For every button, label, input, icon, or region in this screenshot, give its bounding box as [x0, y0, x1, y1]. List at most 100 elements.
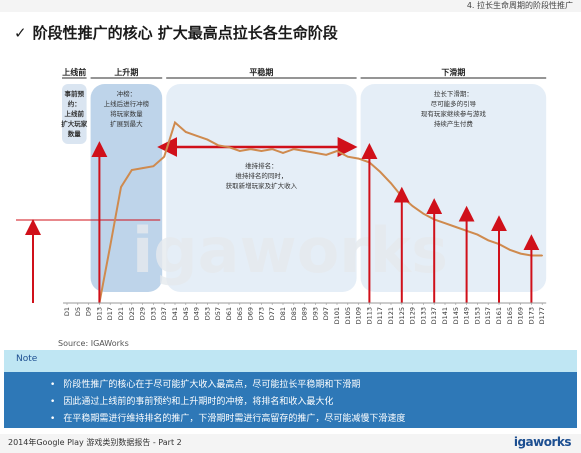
series-point	[519, 252, 522, 255]
check-icon: ✓	[14, 24, 27, 42]
note-bullet-text: 因此通过上线前的事前预约和上升期时的冲榜，将排名和收入最大化	[63, 397, 334, 407]
phase-name: 平稳期	[249, 67, 273, 77]
phase-text: 将玩家数量	[110, 109, 143, 118]
series-point	[303, 150, 306, 152]
x-tick-label: D169	[517, 307, 525, 324]
x-tick-label: D133	[419, 307, 427, 324]
series-point	[487, 239, 490, 242]
series-point	[455, 226, 457, 228]
series-point	[379, 171, 382, 173]
note-header: Note	[4, 350, 577, 372]
x-tick-label: D125	[398, 307, 406, 324]
phase-text: 上线后进行冲榜	[104, 99, 150, 108]
x-tick-label: D177	[538, 307, 546, 324]
bullet-icon: •	[50, 414, 56, 424]
series-point	[109, 245, 111, 247]
series-point	[120, 186, 122, 188]
lifecycle-chart: 上线前事前预约：上线前扩大玩家数量上升期冲榜：上线后进行冲榜将玩家数量扩展到最大…	[16, 67, 547, 324]
note-bullet-2: • 因此通过上线前的事前预约和上升期时的冲榜，将排名和收入最大化	[50, 394, 333, 407]
phase-text: 约：	[68, 99, 81, 108]
brand-logo: igaworks	[513, 435, 572, 449]
note-bullet-1: • 阶段性推广的核心在于尽可能扩大收入最高点，尽可能拉长平稳期和下滑期	[50, 377, 360, 390]
series-point	[239, 150, 241, 152]
phase-text: 数量	[68, 129, 82, 138]
x-tick-label: D97	[322, 307, 330, 320]
x-tick-label: D13	[95, 307, 103, 320]
x-tick-label: D137	[430, 307, 438, 324]
x-tick-label: D105	[344, 307, 352, 324]
x-tick-label: D77	[268, 307, 276, 320]
x-tick-label: D25	[128, 307, 136, 320]
note-label: Note	[16, 354, 38, 364]
series-point	[293, 148, 295, 150]
series-point	[476, 233, 479, 236]
phase-text: 冲榜：	[117, 89, 137, 98]
note-bullet-text: 阶段性推广的核心在于尽可能扩大收入最高点，尽可能拉长平稳期和下滑期	[63, 380, 361, 390]
section-label: 4. 拉长生命周期的阶段性推广	[466, 1, 573, 10]
x-tick-label: D49	[193, 307, 201, 320]
series-point	[163, 155, 165, 158]
series-point	[206, 138, 209, 141]
phase-text: 上线前	[65, 109, 85, 118]
x-tick-label: D161	[495, 307, 503, 324]
series-point	[217, 144, 219, 147]
phase-band	[90, 84, 163, 292]
series-point	[282, 152, 284, 154]
x-tick-label: D101	[333, 307, 341, 324]
series-point	[422, 212, 425, 215]
x-tick-label: D89	[301, 307, 309, 320]
x-tick-label: D21	[117, 307, 125, 320]
series-point	[325, 154, 328, 156]
x-tick-label: D69	[247, 307, 255, 320]
bullet-icon: •	[50, 397, 56, 407]
series-point	[314, 152, 317, 154]
phase-text: 现有玩家继续参与游戏	[421, 109, 487, 118]
series-point	[260, 150, 263, 152]
series-point	[152, 165, 155, 167]
x-tick-label: D45	[182, 307, 190, 320]
page-title-text: 阶段性推广的核心 扩大最高点拉长各生命阶段	[32, 24, 338, 42]
phase-name: 下滑期	[441, 67, 465, 77]
x-tick-label: D37	[160, 307, 168, 320]
x-tick-label: D121	[387, 307, 395, 324]
watermark: igaworks	[132, 214, 448, 287]
series-point	[541, 254, 543, 257]
series-point	[411, 205, 414, 207]
x-tick-label: D109	[355, 307, 363, 324]
x-tick-label: D57	[214, 307, 222, 320]
x-tick-label: D145	[452, 307, 460, 324]
series-line	[98, 120, 543, 304]
series-point	[336, 150, 338, 152]
series-point	[174, 121, 176, 124]
phase-name: 上线前	[62, 67, 86, 77]
footer-text: 2014年Google Play 游戏类别数据报告 - Part 2	[8, 438, 182, 447]
x-tick-label: D157	[484, 307, 492, 324]
x-tick-label: D53	[203, 307, 211, 320]
x-tick-label: D165	[506, 307, 514, 324]
x-tick-label: D141	[441, 307, 449, 324]
x-tick-label: D9	[85, 307, 93, 316]
phase-text: 维持排名的同时，	[235, 171, 287, 180]
x-tick-label: D29	[139, 307, 147, 320]
x-tick-label: D41	[171, 307, 179, 320]
x-tick-label: D65	[236, 307, 244, 320]
footer-bar: 2014年Google Play 游戏类别数据报告 - Part 2 igawo…	[0, 434, 581, 453]
phase-text: 持续产生付费	[434, 119, 474, 128]
x-tick-label: D149	[463, 307, 471, 324]
series-point	[444, 222, 446, 224]
x-tick-label: D81	[279, 307, 287, 320]
bullet-icon: •	[50, 380, 56, 390]
page-title: ✓ 阶段性推广的核心 扩大最高点拉长各生命阶段	[14, 22, 338, 43]
series-point	[271, 148, 274, 150]
series-point	[195, 135, 198, 137]
phase-text: 事前预	[65, 89, 85, 98]
phase-text: 扩大玩家	[61, 119, 88, 128]
phase-text: 获取新增玩家及扩大收入	[226, 181, 298, 190]
phase-text: 拉长下滑期：	[434, 89, 473, 98]
phase-name: 上升期	[114, 67, 138, 77]
note-body: • 阶段性推广的核心在于尽可能扩大收入最高点，尽可能拉长平稳期和下滑期 • 因此通过…	[4, 372, 577, 428]
x-tick-label: D61	[225, 307, 233, 320]
